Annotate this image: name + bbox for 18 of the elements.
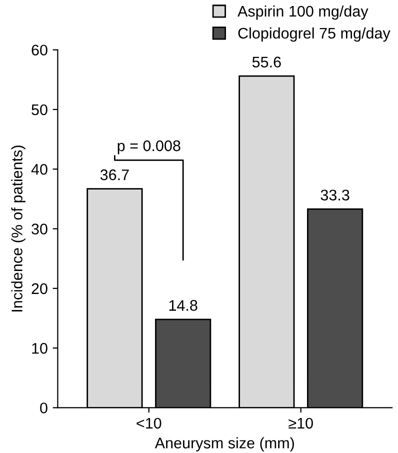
legend-label: Aspirin 100 mg/day xyxy=(238,5,368,20)
data-label: 33.3 xyxy=(320,190,350,201)
y-tick-label: 40 xyxy=(31,164,48,175)
legend-label: Clopidogrel 75 mg/day xyxy=(238,27,390,42)
annotation: p = 0.008 xyxy=(118,140,180,154)
y-axis-title: Incidence (% of patients) xyxy=(11,146,26,312)
y-tick-label: 30 xyxy=(32,224,48,234)
y-tick-label: 0 xyxy=(40,402,48,414)
y-tick-label: 60 xyxy=(32,44,48,56)
x-axis-title: Aneurysm size (mm) xyxy=(154,437,294,452)
data-label: 36.7 xyxy=(100,169,129,180)
x-tick-label: <10 xyxy=(136,418,162,429)
data-label: 55.6 xyxy=(252,56,281,68)
y-tick-label: 10 xyxy=(32,342,48,354)
data-label: 14.8 xyxy=(169,300,198,311)
y-tick-label: 20 xyxy=(32,283,48,294)
y-tick-label: 50 xyxy=(32,104,48,116)
x-tick-label: ≥10 xyxy=(288,418,313,429)
